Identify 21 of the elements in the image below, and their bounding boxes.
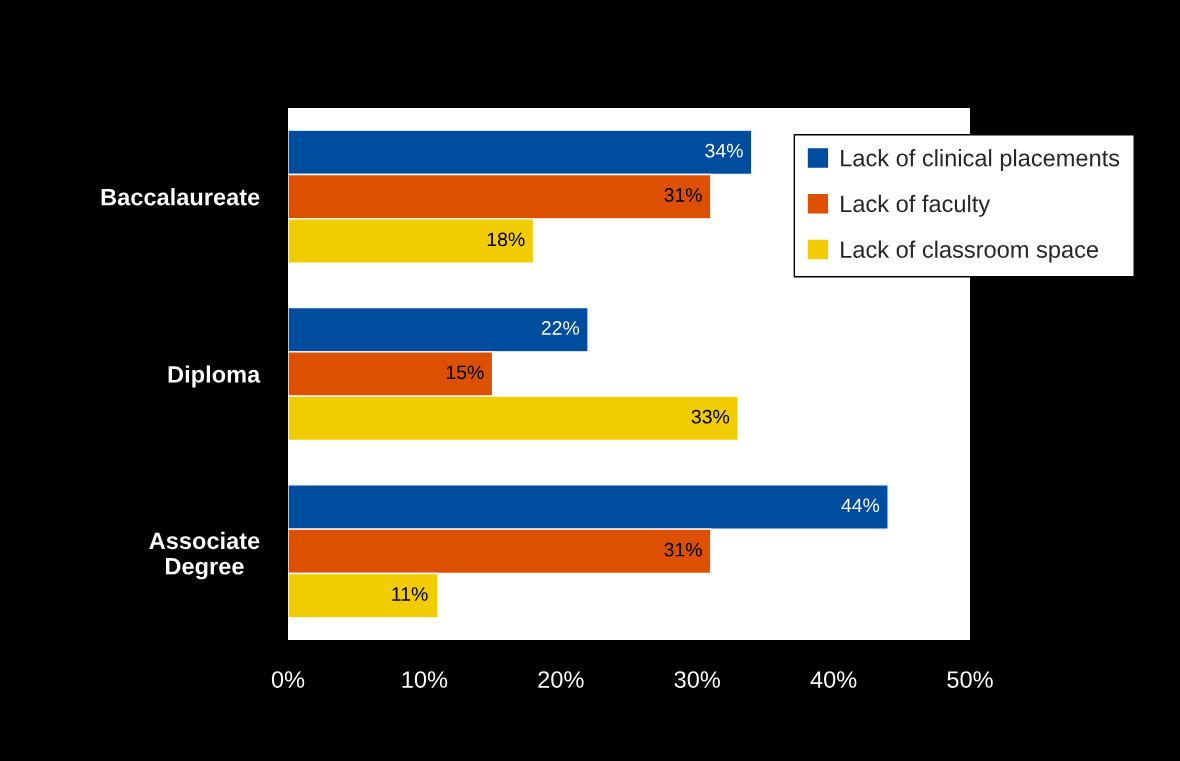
- data-label: 33%: [691, 409, 730, 424]
- x-tick-label: 10%: [402, 671, 448, 688]
- x-tick-label: 30%: [674, 671, 720, 688]
- x-tick-label: 20%: [538, 671, 584, 688]
- data-label: 18%: [487, 232, 525, 247]
- x-tick-label: 40%: [810, 671, 857, 688]
- data-label: 31%: [664, 542, 702, 557]
- x-tick-label: 0%: [271, 671, 305, 688]
- data-label: 22%: [541, 321, 580, 335]
- legend-label: Lack of clinical placements: [841, 149, 1120, 172]
- x-tick-label: 50%: [947, 671, 993, 688]
- data-label: 34%: [705, 143, 743, 158]
- data-label: 11%: [392, 587, 428, 601]
- y-tick-label: Associate Degree: [149, 531, 260, 580]
- data-label: 15%: [446, 365, 484, 380]
- legend-label: Lack of classroom space: [841, 240, 1098, 263]
- y-tick-label: Diploma: [168, 365, 261, 388]
- data-label: 31%: [664, 188, 702, 202]
- y-tick-label: Baccalaureate: [101, 188, 260, 206]
- legend-label: Lack of faculty: [841, 194, 991, 217]
- data-label: 44%: [841, 498, 880, 513]
